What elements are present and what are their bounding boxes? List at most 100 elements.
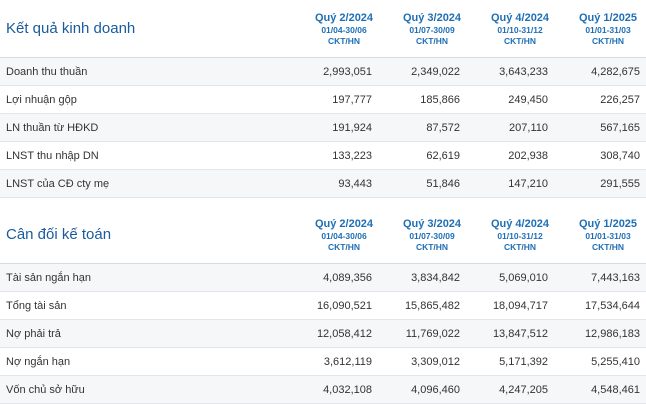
value-cell: 197,777: [332, 93, 372, 106]
table-row[interactable]: Doanh thu thuần 2,993,051 2,349,022 3,64…: [0, 58, 646, 86]
value-cell: 18,094,717: [492, 299, 548, 312]
value-cell: 3,643,233: [499, 65, 548, 78]
value-cell: 207,110: [509, 121, 548, 134]
value-cell: 191,924: [332, 121, 372, 134]
income-header: Kết quả kinh doanh Quý 2/2024 01/04-30/0…: [0, 0, 646, 58]
table-row[interactable]: LN thuần từ HĐKD 191,924 87,572 207,110 …: [0, 114, 646, 142]
table-row[interactable]: LNST của CĐ cty mẹ 93,443 51,846 147,210…: [0, 170, 646, 198]
period-header[interactable]: Quý 3/2024 01/07-30/09 CKT/HN: [388, 0, 476, 57]
value-cell: 291,555: [600, 177, 640, 190]
value-cell: 15,865,482: [404, 299, 460, 312]
value-cell: 93,443: [338, 177, 372, 190]
row-label: LNST của CĐ cty mẹ: [6, 177, 110, 190]
period-name: Quý 4/2024: [490, 217, 550, 230]
value-cell: 11,769,022: [405, 327, 460, 340]
period-range: 01/07-30/09: [409, 230, 455, 241]
value-cell: 5,255,410: [591, 355, 640, 368]
row-label: LN thuần từ HĐKD: [6, 121, 99, 134]
period-name: Quý 4/2024: [490, 11, 550, 24]
value-cell: 12,058,412: [316, 327, 372, 340]
value-cell: 5,171,392: [499, 355, 548, 368]
table-row[interactable]: Nợ ngắn hạn 3,612,119 3,309,012 5,171,39…: [0, 348, 646, 376]
value-cell: 226,257: [600, 93, 640, 106]
row-label: Nợ ngắn hạn: [6, 355, 71, 368]
period-name: Quý 2/2024: [314, 11, 374, 24]
period-range: 01/04-30/06: [321, 24, 367, 35]
value-cell: 62,619: [426, 149, 460, 162]
period-header[interactable]: Quý 1/2025 01/01-31/03 CKT/HN: [564, 206, 646, 263]
period-unit: CKT/HN: [503, 241, 537, 252]
value-cell: 5,069,010: [499, 271, 548, 284]
period-name: Quý 3/2024: [402, 11, 462, 24]
value-cell: 308,740: [600, 149, 640, 162]
table-row[interactable]: Tổng tài sản 16,090,521 15,865,482 18,09…: [0, 292, 646, 320]
value-cell: 13,847,512: [492, 327, 548, 340]
value-cell: 4,247,205: [499, 383, 548, 396]
table-row[interactable]: Nợ phải trả 12,058,412 11,769,022 13,847…: [0, 320, 646, 348]
balance-header: Cân đối kế toán Quý 2/2024 01/04-30/06 C…: [0, 206, 646, 264]
balance-period-headers: Quý 2/2024 01/04-30/06 CKT/HN Quý 3/2024…: [300, 206, 646, 263]
income-rows: Doanh thu thuần 2,993,051 2,349,022 3,64…: [0, 58, 646, 198]
period-unit: CKT/HN: [503, 35, 537, 46]
period-header[interactable]: Quý 1/2025 01/01-31/03 CKT/HN: [564, 0, 646, 57]
period-name: Quý 3/2024: [402, 217, 462, 230]
table-row[interactable]: Tài sản ngắn hạn 4,089,356 3,834,842 5,0…: [0, 264, 646, 292]
row-label: LNST thu nhập DN: [6, 149, 99, 162]
value-cell: 4,548,461: [591, 383, 640, 396]
period-unit: CKT/HN: [327, 241, 361, 252]
period-unit: CKT/HN: [327, 35, 361, 46]
value-cell: 17,534,644: [584, 299, 640, 312]
income-title: Kết quả kinh doanh: [6, 20, 136, 37]
period-name: Quý 1/2025: [578, 11, 638, 24]
value-cell: 4,089,356: [323, 271, 372, 284]
period-name: Quý 2/2024: [314, 217, 374, 230]
period-header[interactable]: Quý 3/2024 01/07-30/09 CKT/HN: [388, 206, 476, 263]
value-cell: 249,450: [508, 93, 548, 106]
value-cell: 16,090,521: [316, 299, 372, 312]
period-unit: CKT/HN: [591, 241, 625, 252]
value-cell: 202,938: [508, 149, 548, 162]
value-cell: 87,572: [426, 121, 460, 134]
value-cell: 133,223: [332, 149, 372, 162]
row-label: Vốn chủ sở hữu: [6, 383, 85, 396]
period-name: Quý 1/2025: [578, 217, 638, 230]
balance-section: Cân đối kế toán Quý 2/2024 01/04-30/06 C…: [0, 206, 646, 404]
row-label: Nợ phải trả: [6, 327, 61, 340]
period-header[interactable]: Quý 2/2024 01/04-30/06 CKT/HN: [300, 206, 388, 263]
value-cell: 3,834,842: [411, 271, 460, 284]
income-period-headers: Quý 2/2024 01/04-30/06 CKT/HN Quý 3/2024…: [300, 0, 646, 57]
value-cell: 185,866: [420, 93, 460, 106]
period-range: 01/07-30/09: [409, 24, 455, 35]
value-cell: 4,282,675: [591, 65, 640, 78]
table-row[interactable]: LNST thu nhập DN 133,223 62,619 202,938 …: [0, 142, 646, 170]
table-row[interactable]: Lợi nhuận gộp 197,777 185,866 249,450 22…: [0, 86, 646, 114]
value-cell: 12,986,183: [584, 327, 640, 340]
period-header[interactable]: Quý 4/2024 01/10-31/12 CKT/HN: [476, 0, 564, 57]
value-cell: 4,096,460: [411, 383, 460, 396]
value-cell: 147,210: [508, 177, 548, 190]
balance-title: Cân đối kế toán: [6, 226, 112, 243]
value-cell: 2,993,051: [323, 65, 372, 78]
table-row[interactable]: Vốn chủ sở hữu 4,032,108 4,096,460 4,247…: [0, 376, 646, 404]
value-cell: 567,165: [600, 121, 640, 134]
period-header[interactable]: Quý 4/2024 01/10-31/12 CKT/HN: [476, 206, 564, 263]
row-label: Tổng tài sản: [6, 299, 67, 312]
row-label: Doanh thu thuần: [6, 65, 88, 78]
section-gap: [0, 198, 646, 206]
balance-rows: Tài sản ngắn hạn 4,089,356 3,834,842 5,0…: [0, 264, 646, 404]
value-cell: 4,032,108: [323, 383, 372, 396]
value-cell: 3,309,012: [411, 355, 460, 368]
value-cell: 51,846: [426, 177, 460, 190]
period-unit: CKT/HN: [591, 35, 625, 46]
row-label: Lợi nhuận gộp: [6, 93, 77, 106]
period-range: 01/10-31/12: [497, 230, 543, 241]
row-label: Tài sản ngắn hạn: [6, 271, 92, 284]
value-cell: 2,349,022: [411, 65, 460, 78]
period-range: 01/04-30/06: [321, 230, 367, 241]
value-cell: 7,443,163: [591, 271, 640, 284]
period-header[interactable]: Quý 2/2024 01/04-30/06 CKT/HN: [300, 0, 388, 57]
period-range: 01/01-31/03: [585, 24, 631, 35]
period-unit: CKT/HN: [415, 241, 449, 252]
value-cell: 3,612,119: [323, 355, 372, 368]
period-unit: CKT/HN: [415, 35, 449, 46]
